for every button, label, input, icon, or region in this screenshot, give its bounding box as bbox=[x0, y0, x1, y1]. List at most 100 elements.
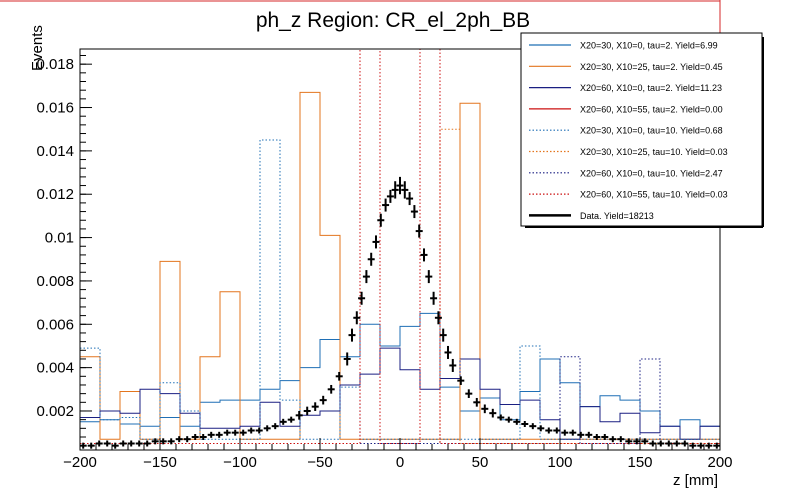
data-point bbox=[327, 384, 335, 394]
data-point bbox=[545, 427, 553, 434]
data-point bbox=[167, 438, 175, 445]
data-point bbox=[657, 440, 665, 447]
data-point bbox=[103, 440, 111, 447]
data-point bbox=[311, 402, 319, 411]
x-tick-label: 150 bbox=[627, 454, 652, 471]
data-point bbox=[362, 270, 370, 284]
data-point bbox=[444, 345, 452, 359]
data-point bbox=[577, 431, 585, 438]
data-point bbox=[513, 418, 521, 425]
data-point bbox=[175, 436, 183, 443]
x-tick-label: 200 bbox=[707, 454, 732, 471]
data-point bbox=[111, 442, 119, 449]
y-tick-label: 0.01 bbox=[45, 230, 74, 247]
data-point bbox=[191, 433, 199, 440]
data-point bbox=[689, 442, 697, 449]
data-point bbox=[430, 291, 438, 305]
data-point bbox=[465, 389, 473, 398]
series-1-histogram bbox=[80, 312, 720, 427]
data-point bbox=[303, 406, 311, 416]
data-point bbox=[705, 442, 713, 449]
data-point bbox=[415, 224, 423, 238]
data-point bbox=[319, 395, 327, 405]
data-point bbox=[367, 252, 375, 266]
x-tick-label: −50 bbox=[307, 454, 332, 471]
series-5-histogram bbox=[80, 139, 720, 440]
data-point bbox=[255, 427, 263, 434]
data-point bbox=[439, 328, 447, 342]
data-point bbox=[358, 291, 366, 305]
data-point bbox=[127, 440, 135, 447]
legend-entry-label: X20=30, X10=0, tau=10. Yield=0.68 bbox=[580, 126, 723, 136]
x-tick-label: 0 bbox=[396, 454, 404, 471]
data-point bbox=[223, 429, 231, 436]
data-point bbox=[386, 189, 394, 203]
series-layer bbox=[80, 48, 720, 444]
data-point bbox=[382, 198, 390, 212]
x-tick-label: 100 bbox=[547, 454, 572, 471]
data-point bbox=[529, 423, 537, 430]
data-point bbox=[553, 427, 561, 434]
data-point bbox=[457, 376, 465, 385]
legend-entry-label: X20=30, X10=25, tau=10. Yield=0.03 bbox=[580, 147, 728, 157]
legend: X20=30, X10=0, tau=2. Yield=6.99 X20=30, … bbox=[520, 32, 764, 228]
x-tick-label: −100 bbox=[223, 454, 257, 471]
data-point bbox=[199, 433, 207, 440]
data-point bbox=[391, 181, 399, 199]
data-point bbox=[335, 371, 343, 381]
data-point bbox=[569, 429, 577, 436]
legend-entry-label: Data. Yield=18213 bbox=[580, 211, 654, 221]
data-point bbox=[143, 440, 151, 447]
data-point bbox=[151, 438, 159, 445]
chart-title: ph_z Region: CR_el_2ph_BB bbox=[256, 9, 530, 32]
data-point bbox=[263, 425, 271, 432]
data-point bbox=[247, 427, 255, 434]
data-point bbox=[87, 442, 95, 449]
data-point bbox=[396, 176, 404, 195]
series-8-histogram bbox=[80, 48, 720, 444]
data-point bbox=[348, 328, 356, 342]
data-point bbox=[521, 420, 529, 427]
data-point bbox=[497, 414, 505, 421]
data-point bbox=[119, 440, 127, 447]
data-point bbox=[401, 181, 409, 199]
data-point bbox=[625, 438, 633, 445]
legend-entry-label: X20=60, X10=0, tau=10. Yield=2.47 bbox=[580, 168, 723, 178]
data-point bbox=[434, 311, 442, 325]
data-point bbox=[279, 418, 287, 425]
data-point bbox=[697, 442, 705, 449]
data-point bbox=[481, 404, 489, 414]
data-point bbox=[473, 397, 481, 407]
y-tick-label: 0.012 bbox=[36, 186, 74, 203]
data-point bbox=[159, 438, 167, 445]
x-tick-label: −150 bbox=[143, 454, 177, 471]
data-point bbox=[681, 440, 689, 447]
data-point bbox=[505, 416, 513, 423]
data-point bbox=[183, 436, 191, 443]
data-point bbox=[95, 440, 103, 447]
data-point bbox=[343, 352, 351, 366]
data-point bbox=[295, 410, 303, 420]
data-point bbox=[537, 425, 545, 432]
data-point bbox=[372, 235, 380, 249]
legend-entry-label: X20=30, X10=0, tau=2. Yield=6.99 bbox=[580, 41, 718, 51]
data-point bbox=[601, 433, 609, 440]
data-point bbox=[207, 431, 215, 438]
data-point bbox=[425, 270, 433, 284]
data-point bbox=[489, 408, 497, 418]
data-point bbox=[135, 440, 143, 447]
y-tick-label: 0.006 bbox=[36, 316, 74, 333]
data-point bbox=[215, 431, 223, 438]
y-tick-label: 0.014 bbox=[36, 143, 74, 160]
data-point bbox=[231, 429, 239, 436]
legend-entry-label: X20=30, X10=25, tau=2. Yield=0.45 bbox=[580, 62, 723, 72]
y-axis: 0.002 0.004 0.006 0.008 0.01 0.012 0.014 0.016 0… bbox=[36, 55, 92, 447]
y-tick-label: 0.002 bbox=[36, 403, 74, 420]
data-point bbox=[673, 440, 681, 447]
data-point bbox=[406, 192, 414, 206]
data-points-layer bbox=[79, 176, 721, 449]
x-tick-label: −200 bbox=[63, 454, 97, 471]
data-point bbox=[353, 311, 361, 325]
data-point bbox=[410, 205, 418, 219]
